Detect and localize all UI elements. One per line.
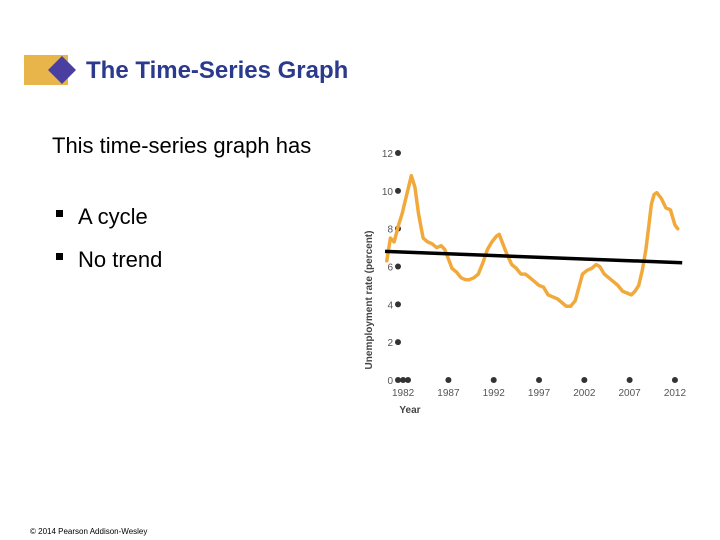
title-diamond-icon	[48, 56, 76, 84]
bullet-label: A cycle	[78, 204, 148, 229]
y-tick-dot	[395, 339, 401, 346]
x-tick-label: 1987	[437, 388, 460, 399]
y-tick-dot	[395, 187, 401, 194]
slide-title-bar: The Time-Series Graph	[24, 53, 394, 87]
x-tick-dot	[445, 377, 452, 383]
y-tick-dot	[395, 150, 401, 156]
x-tick-label: 1997	[528, 388, 551, 399]
y-tick-label: 10	[382, 187, 394, 198]
x-tick-dot	[626, 377, 633, 383]
x-tick-dot	[490, 377, 497, 383]
trend-line	[384, 249, 683, 265]
x-axis-ticks: 1982 1987 1992 1997 2002 2007 2012	[392, 377, 687, 399]
x-tick-label: 1982	[392, 388, 415, 399]
y-tick-dot	[395, 263, 401, 270]
y-tick-label: 12	[382, 149, 394, 160]
bullet-square-icon	[56, 209, 63, 217]
copyright-footer: © 2014 Pearson Addison-Wesley	[30, 527, 148, 536]
y-tick-label: 2	[387, 338, 393, 349]
x-axis-label: Year	[399, 405, 420, 416]
y-tick-label: 4	[387, 300, 393, 311]
y-tick-dot	[395, 301, 401, 308]
unemployment-chart: 0 2 4 6 8 10 12 1982 1987 1992 1997 2002 2007 2012 U…	[364, 149, 687, 416]
intro-text: This time-series graph has	[52, 133, 312, 158]
x-tick-dot	[400, 377, 407, 383]
x-tick-label: 2007	[619, 388, 642, 399]
bullet-square-icon	[56, 252, 63, 260]
x-tick-label: 1992	[483, 388, 506, 399]
y-axis-ticks: 0 2 4 6 8 10 12	[382, 149, 401, 387]
title-decoration	[24, 55, 76, 85]
x-tick-label: 2012	[664, 388, 687, 399]
bullet-label: No trend	[78, 247, 163, 272]
y-tick-label: 8	[387, 225, 393, 236]
x-tick-dot	[671, 377, 678, 383]
slide-title: The Time-Series Graph	[86, 57, 349, 84]
y-axis-label: Unemployment rate (percent)	[364, 231, 375, 370]
bullet-item-cycle: A cycle	[56, 204, 148, 230]
x-tick-dot	[536, 377, 543, 383]
x-origin-dot	[405, 377, 411, 383]
bullet-item-trend: No trend	[56, 247, 162, 273]
x-tick-label: 2002	[573, 388, 596, 399]
x-tick-dot	[581, 377, 588, 383]
unemployment-series-line	[385, 173, 680, 308]
y-tick-label: 0	[387, 376, 393, 387]
y-tick-label: 6	[387, 263, 393, 274]
y-tick-dot	[395, 377, 401, 383]
